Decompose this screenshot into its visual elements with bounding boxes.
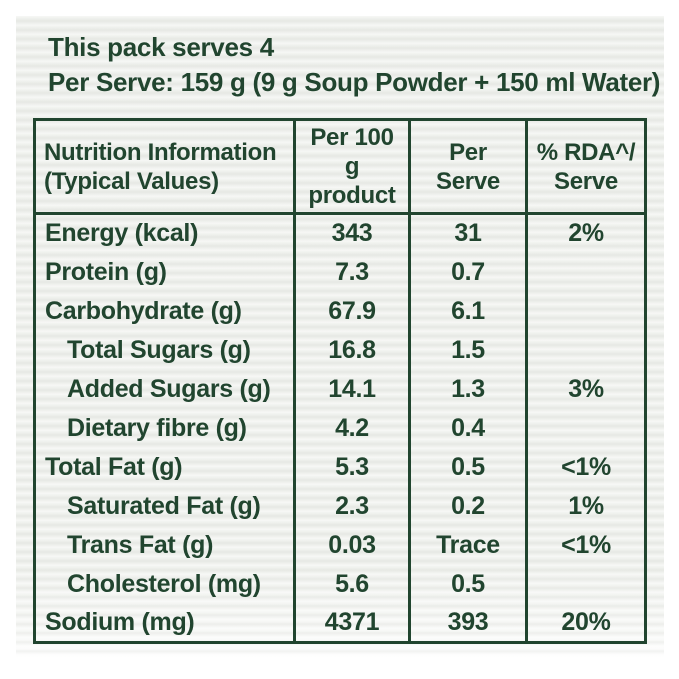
row-label: Dietary fibre (g)	[67, 413, 247, 442]
value-rda: <1%	[525, 525, 646, 565]
value-rda	[525, 291, 646, 331]
value-per-serve: 0.5	[408, 447, 527, 487]
value-per-serve: 6.1	[408, 291, 527, 331]
value-per-100g: 5.6	[293, 564, 410, 604]
table-row-total-fat: Total Fat (g) 5.3 0.5 <1%	[35, 447, 646, 487]
value-per-100g: 5.3	[293, 447, 410, 487]
serving-info: This pack serves 4 Per Serve: 159 g (9 g…	[48, 30, 660, 100]
row-label: Cholesterol (mg)	[67, 569, 261, 598]
value-per-serve: 0.5	[408, 564, 527, 604]
table-row-total-sugars: Total Sugars (g) 16.8 1.5	[35, 330, 646, 370]
row-label: Total Sugars (g)	[67, 335, 251, 364]
row-label: Sodium (mg)	[45, 607, 195, 636]
table-row-protein: Protein (g) 7.3 0.7	[35, 252, 646, 292]
value-rda: 3%	[525, 369, 646, 409]
table-row-sodium: Sodium (mg) 4371 393 20%	[35, 603, 646, 643]
value-per-100g: 4.2	[293, 408, 410, 448]
value-rda	[525, 564, 646, 604]
row-label: Trans Fat (g)	[67, 530, 214, 559]
value-rda: <1%	[525, 447, 646, 487]
nutrition-table: Nutrition Information (Typical Values) P…	[33, 118, 647, 644]
value-per-100g: 0.03	[293, 525, 410, 565]
row-label: Added Sugars (g)	[67, 374, 271, 403]
table-row-cholesterol: Cholesterol (mg) 5.6 0.5	[35, 564, 646, 604]
value-per-serve: 1.3	[408, 369, 527, 409]
col-header-rda-per-serve: % RDA^/ Serve	[525, 119, 646, 215]
value-rda: 2%	[525, 213, 646, 253]
value-per-serve: 0.4	[408, 408, 527, 448]
value-per-100g: 2.3	[293, 486, 410, 526]
value-per-serve: 31	[408, 213, 527, 253]
row-label: Energy (kcal)	[45, 219, 199, 248]
value-per-serve: 393	[408, 603, 527, 643]
value-per-100g: 16.8	[293, 330, 410, 370]
value-per-100g: 343	[293, 213, 410, 253]
header-row: Nutrition Information (Typical Values) P…	[34, 119, 646, 215]
value-rda: 20%	[525, 603, 646, 643]
table-row-added-sugars: Added Sugars (g) 14.1 1.3 3%	[35, 369, 646, 409]
nutrition-table-header: Nutrition Information (Typical Values) P…	[34, 119, 646, 215]
table-row-saturated-fat: Saturated Fat (g) 2.3 0.2 1%	[35, 486, 646, 526]
per-serve-text: Per Serve: 159 g (9 g Soup Powder + 150 …	[48, 67, 661, 97]
col-header-per-100g: Per 100 g product	[293, 119, 410, 215]
row-label: Saturated Fat (g)	[67, 491, 261, 520]
value-per-100g: 67.9	[293, 291, 410, 331]
col-header-nutrition-information: Nutrition Information (Typical Values)	[34, 119, 295, 215]
table-row-carbohydrate: Carbohydrate (g) 67.9 6.1	[35, 291, 646, 331]
table-row-trans-fat: Trans Fat (g) 0.03 Trace <1%	[35, 525, 646, 565]
value-rda	[525, 330, 646, 370]
nutrition-table-body: Energy (kcal) 343 31 2% Protein (g) 7.3 …	[35, 213, 646, 643]
value-per-serve: Trace	[408, 525, 527, 565]
value-per-100g: 14.1	[293, 369, 410, 409]
value-per-serve: 0.7	[408, 252, 527, 292]
row-label: Protein (g)	[45, 257, 167, 286]
value-per-serve: 1.5	[408, 330, 527, 370]
table-row-energy: Energy (kcal) 343 31 2%	[35, 213, 646, 253]
row-label: Carbohydrate (g)	[45, 296, 242, 325]
value-rda	[525, 252, 646, 292]
value-rda: 1%	[525, 486, 646, 526]
value-per-100g: 4371	[293, 603, 410, 643]
row-label: Total Fat (g)	[45, 452, 183, 481]
value-per-100g: 7.3	[293, 252, 410, 292]
value-rda	[525, 408, 646, 448]
value-per-serve: 0.2	[408, 486, 527, 526]
col-header-per-serve: Per Serve	[408, 119, 527, 215]
pack-serves-text: This pack serves 4	[48, 32, 274, 62]
table-row-dietary-fibre: Dietary fibre (g) 4.2 0.4	[35, 408, 646, 448]
